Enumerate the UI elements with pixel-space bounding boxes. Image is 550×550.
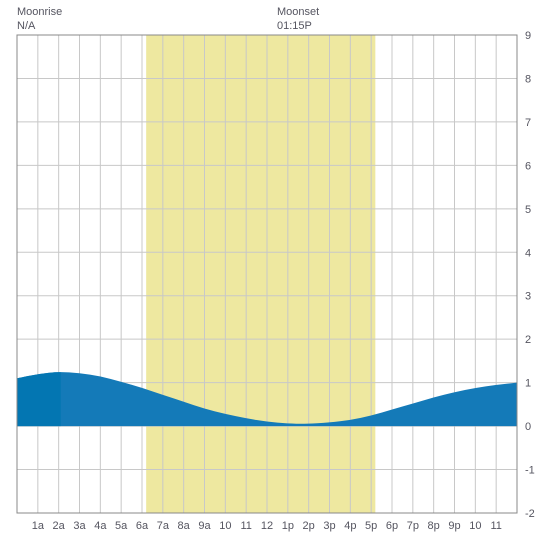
- x-tick-label: 4p: [344, 520, 356, 532]
- moonset-value: 01:15P: [277, 20, 312, 32]
- y-tick-label: 3: [525, 291, 531, 303]
- chart-canvas: -2-101234567891a2a3a4a5a6a7a8a9a1011121p…: [5, 5, 545, 545]
- x-tick-label: 6p: [386, 520, 398, 532]
- x-tick-label: 5p: [365, 520, 377, 532]
- x-tick-label: 8p: [428, 520, 440, 532]
- y-tick-label: 0: [525, 421, 531, 433]
- moonrise-block: Moonrise N/A: [17, 5, 62, 34]
- x-tick-label: 8a: [178, 520, 191, 532]
- x-tick-label: 1p: [282, 520, 294, 532]
- x-tick-label: 3a: [73, 520, 86, 532]
- x-tick-label: 6a: [136, 520, 149, 532]
- x-tick-label: 7a: [157, 520, 170, 532]
- y-tick-label: 7: [525, 117, 531, 129]
- x-tick-label: 9a: [198, 520, 211, 532]
- x-tick-label: 2p: [303, 520, 315, 532]
- y-tick-label: 5: [525, 204, 531, 216]
- moonrise-label: Moonrise: [17, 6, 62, 18]
- x-tick-label: 12: [261, 520, 273, 532]
- x-tick-label: 1a: [32, 520, 45, 532]
- y-tick-label: -2: [525, 508, 535, 520]
- x-tick-label: 9p: [448, 520, 460, 532]
- x-tick-label: 5a: [115, 520, 128, 532]
- y-tick-label: 1: [525, 378, 531, 390]
- moonset-label: Moonset: [277, 6, 319, 18]
- moonrise-value: N/A: [17, 20, 35, 32]
- x-tick-label: 4a: [94, 520, 107, 532]
- x-tick-label: 11: [240, 520, 251, 532]
- y-tick-label: 9: [525, 30, 531, 42]
- x-tick-label: 3p: [323, 520, 335, 532]
- y-tick-label: 8: [525, 73, 531, 85]
- y-tick-label: 4: [525, 247, 531, 259]
- x-tick-label: 10: [469, 520, 481, 532]
- y-tick-label: 6: [525, 160, 531, 172]
- x-tick-label: 11: [490, 520, 501, 532]
- y-tick-label: 2: [525, 334, 531, 346]
- x-tick-label: 10: [219, 520, 231, 532]
- y-tick-label: -1: [525, 465, 535, 477]
- x-tick-label: 7p: [407, 520, 419, 532]
- tide-chart: Moonrise N/A Moonset 01:15P -2-101234567…: [5, 5, 545, 545]
- moonset-block: Moonset 01:15P: [277, 5, 319, 34]
- x-tick-label: 2a: [53, 520, 66, 532]
